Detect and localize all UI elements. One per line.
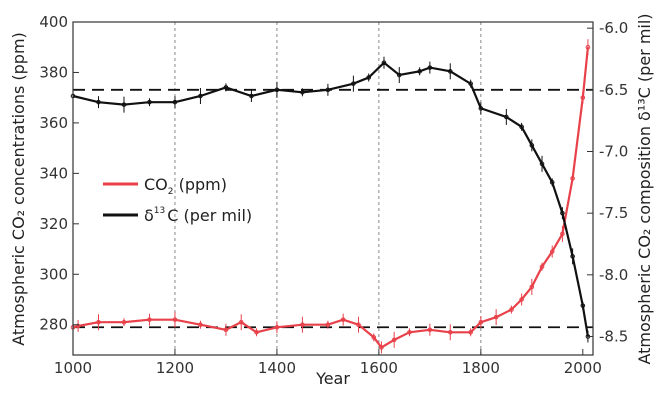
data-point — [96, 99, 101, 105]
data-point — [172, 317, 178, 322]
data-point — [340, 317, 346, 322]
data-point — [300, 322, 305, 328]
data-point — [570, 176, 575, 181]
data-point — [121, 102, 127, 107]
data-point — [493, 314, 499, 320]
legend: CO2 (ppm) δ13 C (per mil) — [103, 175, 252, 225]
data-point — [478, 106, 484, 111]
data-point — [366, 75, 371, 80]
data-point — [447, 69, 453, 74]
series-layer — [70, 39, 591, 354]
data-point — [325, 87, 331, 93]
data-point — [325, 322, 331, 328]
y-right-tick-label--8.0: -8.0 — [599, 266, 628, 284]
data-point — [96, 319, 101, 325]
reference-lines — [73, 88, 593, 329]
data-point — [238, 319, 244, 325]
data-point — [198, 93, 203, 99]
x-tick-label-2000: 2000 — [564, 359, 602, 377]
data-point — [172, 99, 178, 105]
data-point — [539, 264, 545, 270]
data-point — [509, 307, 514, 312]
data-point — [75, 323, 81, 329]
plot-frame — [72, 21, 594, 356]
y-axis-right-title: Atmospheric CO₂ composition δ¹³C (per mi… — [635, 13, 654, 364]
data-point — [407, 329, 412, 335]
data-point — [504, 114, 509, 120]
x-tick-label-1400: 1400 — [258, 359, 296, 377]
x-tick-label-1600: 1600 — [360, 359, 398, 377]
data-point — [478, 319, 484, 325]
data-point — [427, 65, 433, 70]
data-point — [249, 93, 254, 99]
data-point — [417, 69, 422, 74]
data-point — [549, 249, 555, 254]
data-point — [580, 95, 586, 100]
data-point — [274, 87, 280, 93]
data-point — [585, 44, 591, 50]
data-point — [580, 303, 586, 308]
data-point — [391, 337, 397, 343]
data-point — [560, 210, 565, 216]
y-left-tick-label-360: 360 — [39, 114, 68, 132]
axes-layer: 1000 1200 1400 1600 1800 2000 280 300 320 340 360 3… — [39, 13, 628, 377]
y-right-tick-label--8.5: -8.5 — [599, 328, 628, 346]
y-left-tick-label-380: 380 — [39, 63, 68, 81]
data-point — [519, 124, 524, 130]
data-point — [549, 180, 555, 185]
data-point — [274, 324, 280, 330]
data-point — [447, 329, 453, 335]
data-point — [254, 329, 259, 335]
data-point — [529, 284, 535, 290]
grid-layer — [174, 22, 482, 355]
y-left-tick-label-320: 320 — [39, 215, 68, 233]
data-point — [147, 317, 152, 322]
x-axis-title: Year — [315, 369, 350, 388]
x-tick-label-1000: 1000 — [54, 359, 92, 377]
y-right-tick-label--6.5: -6.5 — [599, 81, 628, 99]
data-point — [396, 72, 402, 78]
legend-label-d13c: δ13 C (per mil) — [144, 206, 252, 225]
series-d13c — [70, 56, 591, 343]
y-left-tick-label-340: 340 — [39, 164, 68, 182]
y-left-tick-label-300: 300 — [39, 265, 68, 283]
data-point — [570, 254, 575, 259]
data-point — [121, 319, 127, 325]
data-point — [468, 81, 473, 86]
series-line-co2 — [72, 47, 589, 349]
data-point — [371, 335, 377, 340]
y-right-tick-label--7.0: -7.0 — [599, 143, 628, 161]
data-point — [529, 143, 535, 148]
data-point — [351, 81, 356, 86]
data-point — [519, 297, 524, 302]
data-point — [560, 231, 565, 237]
data-point — [198, 322, 203, 328]
y-right-tick-label--7.5: -7.5 — [599, 204, 628, 222]
legend-label-co2: CO2 (ppm) — [144, 175, 227, 197]
y-right-tick-label--6.0: -6.0 — [599, 19, 628, 37]
data-point — [223, 85, 229, 90]
data-point — [539, 161, 545, 167]
x-tick-label-1800: 1800 — [462, 359, 500, 377]
x-tick-label-1200: 1200 — [156, 359, 194, 377]
y-axis-left-title: Atmospheric CO₂ concentrations (ppm) — [9, 32, 28, 346]
data-point — [300, 90, 305, 95]
data-point — [147, 99, 152, 105]
y-left-tick-label-280: 280 — [39, 316, 68, 334]
data-point — [379, 345, 384, 350]
y-left-tick-label-400: 400 — [39, 13, 68, 31]
data-point — [223, 327, 229, 333]
data-point — [468, 329, 473, 335]
data-point — [356, 322, 361, 328]
series-co2 — [70, 39, 591, 354]
data-point — [381, 60, 387, 66]
data-point — [427, 327, 433, 333]
